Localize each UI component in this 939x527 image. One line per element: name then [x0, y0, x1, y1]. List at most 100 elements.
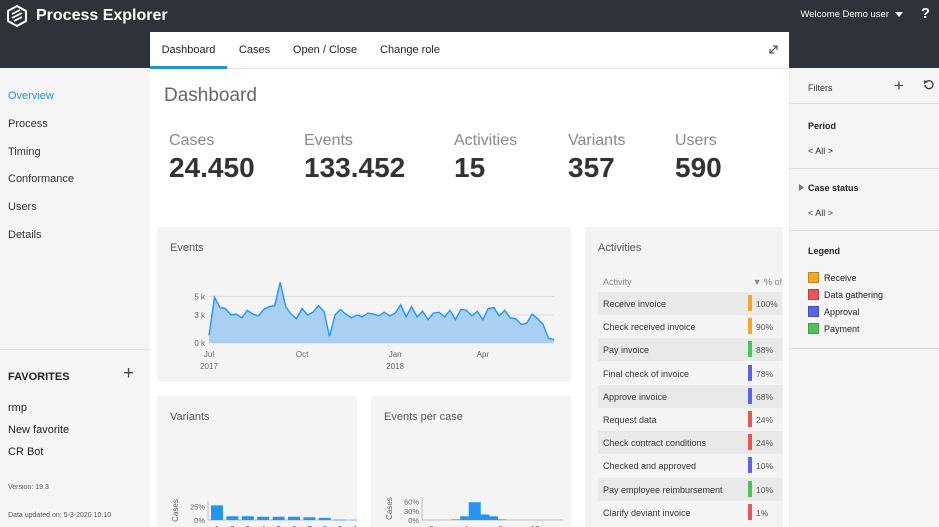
app-title: Process Explorer	[36, 7, 168, 24]
activity-row[interactable]: Pay invoice 88%	[598, 338, 782, 362]
events-per-case-bar	[494, 519, 507, 520]
filters-divider	[790, 348, 939, 349]
kpi-label: Events	[304, 132, 353, 149]
favorite-item[interactable]: rmp	[8, 402, 27, 414]
chevron-right-icon[interactable]	[799, 184, 804, 191]
x-tick-label: Jul	[204, 350, 214, 359]
main-panel: Dashboard Cases Open / Close Change role…	[150, 32, 789, 527]
activity-row[interactable]: Final check of invoice 78%	[598, 362, 782, 385]
add-favorite-button[interactable]: +	[123, 363, 135, 384]
variant-bar	[257, 516, 270, 520]
nav-item-overview[interactable]: Overview	[8, 90, 54, 102]
add-filter-button[interactable]: +	[894, 76, 904, 95]
x-tick-label: 4	[464, 525, 469, 527]
activity-row[interactable]: Check received invoice 90%	[598, 315, 782, 338]
variant-bar	[226, 516, 239, 520]
tab-change-role[interactable]: Change role	[380, 44, 440, 56]
y-tick-label: 0%	[408, 516, 419, 525]
x-tick-label: 2	[230, 525, 235, 527]
legend-label-text: Approval	[824, 306, 860, 317]
y-axis-label: Cases	[171, 499, 180, 522]
activity-percent: 10%	[756, 461, 774, 472]
activity-percent: 88%	[756, 345, 774, 356]
legend-label-text: Receive	[824, 272, 857, 283]
filters-divider	[790, 230, 939, 231]
activity-row[interactable]: Clarify deviant invoice 1%	[598, 501, 782, 524]
kpi-label: Cases	[169, 132, 215, 149]
nav-item-users[interactable]: Users	[8, 201, 37, 213]
activities-title: Activities	[598, 242, 642, 254]
data-updated-text: Data updated on: 5-3-2020 10:10	[8, 512, 112, 519]
variant-bar	[272, 516, 285, 520]
help-button[interactable]: ?	[920, 5, 930, 22]
events-per-case-bar	[486, 516, 498, 520]
activity-color-bar	[748, 341, 752, 358]
kpi-label: Users	[675, 132, 717, 149]
y-axis-label: Cases	[385, 497, 394, 520]
kpi-value: 357	[568, 152, 615, 183]
x-tick-label: Oct	[296, 350, 309, 359]
period-value[interactable]: < All >	[808, 146, 834, 156]
sidebar: Overview Process Timing Conformance User…	[0, 68, 150, 527]
x-tick-label: 4	[261, 525, 266, 527]
activity-color-bar	[748, 364, 752, 381]
brand[interactable]: Process Explorer	[6, 5, 168, 27]
nav-item-process[interactable]: Process	[8, 118, 48, 130]
legend-label-text: Payment	[824, 323, 860, 334]
legend-item-receive: Receive	[808, 272, 857, 283]
period-label: Period	[808, 121, 837, 131]
favorite-item[interactable]: New favorite	[8, 424, 70, 436]
activity-row[interactable]: Approve invoice 68%	[598, 384, 782, 408]
legend-item-data-gathering: Data gathering	[808, 289, 883, 300]
nav-item-details[interactable]: Details	[8, 229, 42, 241]
tab-cases[interactable]: Cases	[238, 44, 271, 56]
events-per-case-bar	[460, 516, 473, 520]
events-per-case-bar	[451, 519, 464, 520]
x-tick-label: 9	[338, 525, 343, 527]
variants-chart-title: Variants	[170, 411, 210, 423]
activity-row[interactable]: Pay employee reimbursement 10%	[598, 477, 782, 501]
nav-item-timing[interactable]: Timing	[8, 146, 41, 158]
caret-down-icon	[895, 12, 903, 17]
activity-name: Check received invoice	[603, 322, 696, 333]
user-menu[interactable]: Welcome Demo user	[800, 9, 903, 20]
reset-filters-icon[interactable]	[923, 79, 934, 90]
tab-open-close[interactable]: Open / Close	[292, 44, 358, 56]
activity-row[interactable]: Request data 24%	[598, 408, 782, 431]
user-menu-label: Welcome Demo user	[800, 9, 889, 20]
y-tick-label: 3 k	[194, 311, 206, 320]
y-tick-label: 25%	[190, 502, 205, 511]
x-tick-label: 1	[353, 525, 357, 527]
expand-icon[interactable]	[768, 44, 779, 55]
legend-swatch	[808, 289, 819, 300]
x-tick-label: Apr	[477, 350, 490, 359]
activity-name: Pay employee reimbursement	[603, 484, 723, 495]
activities-card: Activities Activity ▼ % of Receive invoi…	[585, 227, 783, 527]
activity-name: Approve invoice	[603, 391, 668, 402]
sidebar-divider	[0, 349, 150, 350]
favorite-item[interactable]: CR Bot	[8, 446, 44, 458]
activity-name: Check contract conditions	[603, 438, 707, 449]
activity-column-header[interactable]: Activity	[603, 277, 632, 287]
activity-name: Request data	[603, 415, 657, 425]
activity-row[interactable]: Check contract conditions 24%	[598, 431, 782, 455]
case-status-value[interactable]: < All >	[808, 208, 834, 218]
kpi-value: 590	[675, 152, 722, 183]
case-status-label[interactable]: Case status	[808, 183, 859, 193]
activity-color-bar	[748, 457, 752, 474]
events-per-case-bar	[477, 514, 490, 520]
kpi-variants: Variants 357	[568, 132, 626, 184]
variant-bar	[303, 517, 316, 520]
events-per-case-chart-title: Events per case	[384, 411, 463, 423]
events-area	[209, 282, 554, 343]
tab-dashboard[interactable]: Dashboard	[150, 32, 227, 69]
variants-chart: 0% 25% Cases 1 2 3 4 5 6 7 8 9 1	[171, 499, 357, 527]
percent-column-header[interactable]: ▼ % of	[752, 277, 782, 287]
events-chart-card: Events 0 k 3 k 5 k Jul 2017 Oct Jan 2018 Apr	[157, 227, 571, 382]
activity-row[interactable]: Receive invoice 100%	[598, 292, 782, 315]
activity-color-bar	[748, 411, 752, 427]
filters-panel: Filters + Period < All > Case status < A…	[790, 68, 939, 527]
x-tick-label: 3	[246, 525, 251, 527]
activity-row[interactable]: Checked and approved 10%	[598, 454, 782, 477]
nav-item-conformance[interactable]: Conformance	[8, 173, 75, 185]
